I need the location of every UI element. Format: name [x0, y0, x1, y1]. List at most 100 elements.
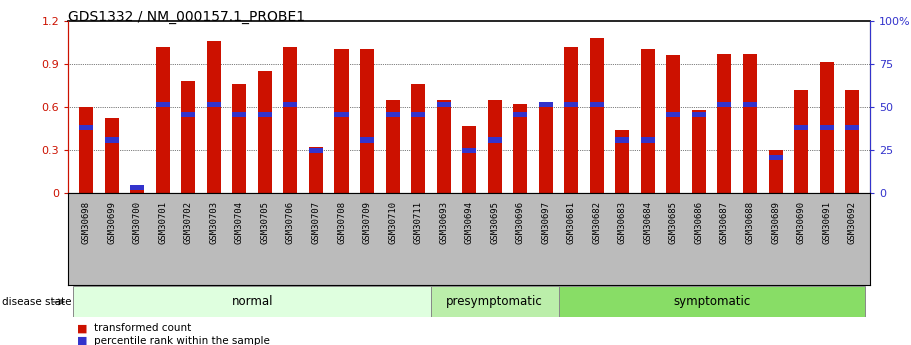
Bar	[74, 286, 431, 317]
Bar	[156, 101, 169, 107]
Bar	[232, 112, 246, 117]
Text: GSM30692: GSM30692	[847, 200, 856, 244]
Text: GSM30693: GSM30693	[439, 200, 448, 244]
Bar	[666, 112, 681, 117]
Bar	[207, 101, 220, 107]
Bar	[845, 90, 859, 193]
Bar	[640, 138, 655, 142]
Text: GSM30695: GSM30695	[490, 200, 499, 244]
Bar	[513, 112, 527, 117]
Bar	[640, 49, 655, 193]
Bar	[232, 84, 246, 193]
Text: percentile rank within the sample: percentile rank within the sample	[94, 336, 270, 345]
Text: GSM30684: GSM30684	[643, 200, 652, 244]
Bar	[692, 112, 706, 117]
Bar	[615, 130, 630, 193]
Text: GSM30703: GSM30703	[210, 200, 219, 244]
Text: GSM30696: GSM30696	[516, 200, 525, 244]
Text: GSM30707: GSM30707	[312, 200, 321, 244]
Bar	[334, 49, 349, 193]
Bar	[769, 155, 783, 160]
Bar	[666, 55, 681, 193]
Bar	[589, 38, 604, 193]
Text: normal: normal	[231, 295, 273, 308]
Bar	[181, 112, 195, 117]
Bar	[487, 138, 502, 142]
Text: GSM30711: GSM30711	[414, 200, 423, 244]
Bar	[436, 100, 451, 193]
Bar	[283, 101, 298, 107]
Bar	[769, 150, 783, 193]
Text: GSM30700: GSM30700	[133, 200, 142, 244]
Bar	[794, 125, 808, 130]
Text: disease state: disease state	[2, 297, 71, 307]
Bar	[207, 41, 220, 193]
Bar	[436, 101, 451, 107]
Text: GSM30709: GSM30709	[363, 200, 372, 244]
Text: GSM30690: GSM30690	[796, 200, 805, 244]
Bar	[334, 112, 349, 117]
Bar	[615, 138, 630, 142]
Bar	[589, 101, 604, 107]
Bar	[718, 101, 732, 107]
Text: ■: ■	[77, 324, 88, 333]
Bar	[513, 104, 527, 193]
Bar	[431, 286, 558, 317]
Bar	[743, 101, 757, 107]
Bar	[79, 107, 93, 193]
Bar	[130, 185, 144, 190]
Bar	[105, 118, 118, 193]
Text: GSM30698: GSM30698	[82, 200, 91, 244]
Bar	[538, 101, 553, 107]
Text: transformed count: transformed count	[94, 324, 191, 333]
Text: GSM30704: GSM30704	[235, 200, 244, 244]
Text: GSM30699: GSM30699	[107, 200, 117, 244]
Bar	[564, 47, 578, 193]
Bar	[820, 62, 834, 193]
Bar	[487, 100, 502, 193]
Bar	[130, 186, 144, 193]
Text: GSM30682: GSM30682	[592, 200, 601, 244]
Text: ■: ■	[77, 336, 88, 345]
Text: GSM30701: GSM30701	[159, 200, 168, 244]
Bar	[309, 147, 323, 193]
Text: presymptomatic: presymptomatic	[446, 295, 543, 308]
Bar	[411, 84, 425, 193]
Bar	[385, 100, 400, 193]
Bar	[79, 125, 93, 130]
Bar	[718, 54, 732, 193]
Text: GDS1332 / NM_000157.1_PROBE1: GDS1332 / NM_000157.1_PROBE1	[68, 10, 305, 24]
Bar	[283, 47, 298, 193]
Bar	[845, 125, 859, 130]
Bar	[360, 138, 374, 142]
Bar	[820, 125, 834, 130]
Text: GSM30688: GSM30688	[745, 200, 754, 244]
Text: GSM30689: GSM30689	[771, 200, 780, 244]
Text: GSM30686: GSM30686	[694, 200, 703, 244]
Text: GSM30708: GSM30708	[337, 200, 346, 244]
Bar	[743, 54, 757, 193]
Bar	[558, 286, 865, 317]
Text: GSM30697: GSM30697	[541, 200, 550, 244]
Bar	[360, 49, 374, 193]
Text: GSM30681: GSM30681	[567, 200, 576, 244]
Text: GSM30691: GSM30691	[822, 200, 831, 244]
Text: GSM30702: GSM30702	[184, 200, 193, 244]
Bar	[181, 81, 195, 193]
Text: GSM30685: GSM30685	[669, 200, 678, 244]
Bar	[385, 112, 400, 117]
Bar	[462, 148, 476, 152]
Bar	[156, 47, 169, 193]
Bar	[538, 104, 553, 193]
Bar	[258, 71, 272, 193]
Bar	[258, 112, 272, 117]
Bar	[794, 90, 808, 193]
Bar	[462, 126, 476, 193]
Text: GSM30687: GSM30687	[720, 200, 729, 244]
Text: GSM30705: GSM30705	[261, 200, 270, 244]
Bar	[564, 101, 578, 107]
Bar	[309, 148, 323, 152]
Text: GSM30706: GSM30706	[286, 200, 295, 244]
Bar	[105, 138, 118, 142]
Text: GSM30710: GSM30710	[388, 200, 397, 244]
